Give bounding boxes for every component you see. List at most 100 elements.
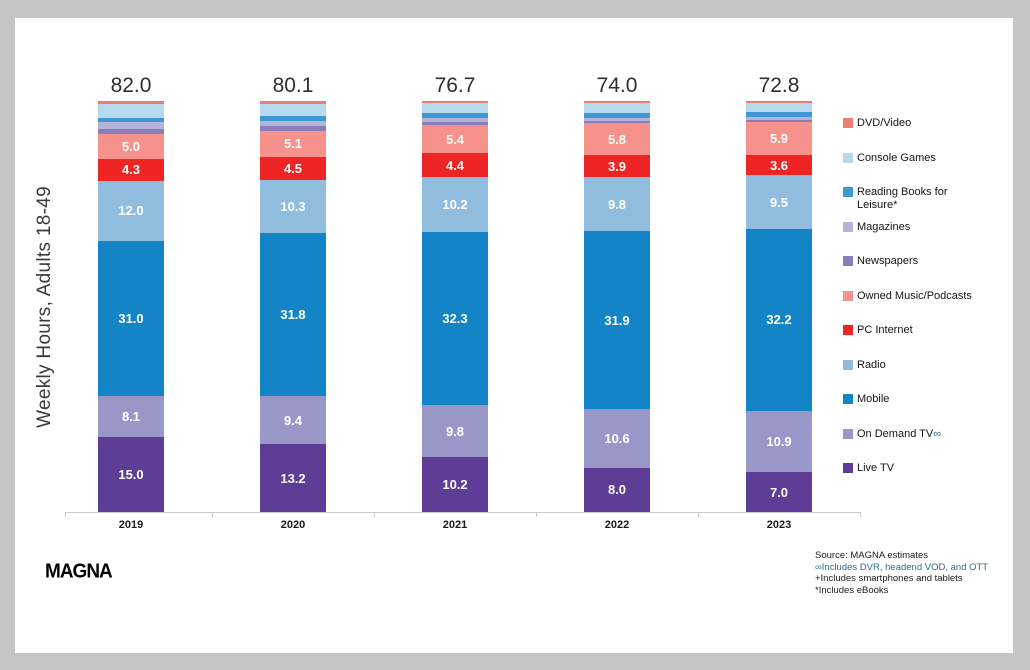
legend-item-dvd-video: DVD/Video [843, 117, 911, 130]
segment-mobile-2019: 31.0 [98, 240, 164, 397]
segment-radio-2023: 9.5 [746, 175, 812, 230]
segment-value-label: 9.5 [769, 194, 789, 210]
bar-2020: 5.1 4.5 10.3 31.8 9.4 13.2 [260, 101, 326, 512]
segment-value-label: 10.2 [442, 477, 468, 493]
legend-label: Live TV [857, 462, 895, 474]
segment-mobile-2020: 31.8 [260, 232, 326, 396]
segment-reading-books-for-leisure-2021 [422, 113, 488, 119]
legend-item-mobile: Mobile [843, 393, 889, 406]
legend-swatch-owned-music-podcasts [843, 290, 853, 301]
segment-value-label: 32.2 [766, 312, 792, 328]
segment-console-games-2020 [260, 103, 326, 117]
legend-label: PC Internet [857, 324, 913, 336]
segment-on-demand-tv-2022: 10.6 [584, 408, 650, 468]
segment-dvd-video-2021 [422, 101, 488, 104]
segment-dvd-video-2019 [98, 101, 164, 104]
legend-label: Reading Books for Leisure* [857, 186, 948, 212]
segment-newspapers-2021 [422, 121, 488, 125]
segment-on-demand-tv-2019: 8.1 [98, 396, 164, 437]
segment-magazines-2019 [98, 122, 164, 129]
segment-value-label: 5.8 [607, 131, 627, 147]
segment-value-label: 3.9 [607, 158, 627, 174]
legend-item-newspapers: Newspapers [843, 255, 918, 268]
segment-value-label: 4.5 [283, 160, 303, 176]
segment-pc-internet-2019: 4.3 [98, 159, 164, 181]
legend-label: DVD/Video [857, 117, 912, 129]
segment-value-label: 7.0 [769, 484, 789, 500]
axis-tick [860, 512, 861, 517]
legend-swatch-mobile [843, 394, 853, 404]
total-label-2023: 72.8 [758, 74, 800, 97]
segment-value-label: 31.9 [604, 312, 630, 328]
segment-radio-2022: 9.8 [584, 177, 650, 232]
segment-reading-books-for-leisure-2020 [260, 116, 326, 121]
legend-label: Magazines [857, 220, 911, 233]
segment-mobile-2022: 31.9 [584, 231, 650, 409]
segment-value-label: 10.3 [280, 198, 306, 214]
segment-value-label: 4.3 [121, 162, 141, 178]
segment-value-label: 9.8 [607, 196, 627, 212]
plot-area: 5.0 4.3 12.0 31.0 8.1 15.0 82.0 2019 5.1 4.5 10.3 3… [15, 18, 1013, 653]
segment-on-demand-tv-2023: 10.9 [746, 410, 812, 473]
segment-newspapers-2020 [260, 126, 326, 131]
segment-live-tv-2023: 7.0 [746, 472, 812, 512]
segment-value-label: 8.0 [607, 482, 627, 498]
segment-console-games-2019 [98, 104, 164, 118]
segment-value-label: 3.6 [769, 157, 789, 173]
segment-live-tv-2022: 8.0 [584, 467, 650, 512]
legend-swatch-on-demand-tv [843, 428, 853, 439]
legend-item-radio: Radio [843, 359, 886, 372]
footnote-line-1: Source: MAGNA estimates [815, 550, 928, 561]
segment-live-tv-2020: 13.2 [260, 444, 326, 512]
legend-swatch-console-games [843, 152, 853, 163]
segment-value-label: 15.0 [118, 466, 144, 482]
magna-logo: MAGNA [45, 560, 113, 583]
segment-pc-internet-2023: 3.6 [746, 155, 812, 176]
segment-owned-music-podcasts-2023: 5.9 [746, 121, 812, 156]
segment-on-demand-tv-2020: 9.4 [260, 395, 326, 445]
segment-value-label: 5.4 [445, 131, 465, 147]
x-axis-label-2019: 2019 [118, 519, 144, 531]
segment-magazines-2020 [260, 121, 326, 127]
x-axis-label-2022: 2022 [604, 519, 630, 531]
legend-label: Mobile [857, 393, 890, 405]
segment-console-games-2023 [746, 102, 812, 113]
segment-radio-2020: 10.3 [260, 179, 326, 233]
legend-item-reading-books-for-leisure: Reading Books for Leisure* [843, 186, 985, 212]
bar-2022: 5.8 3.9 9.8 31.9 10.6 8.0 [584, 101, 650, 512]
legend-swatch-reading-books-for-leisure [843, 187, 853, 197]
segment-value-label: 31.0 [118, 310, 144, 326]
legend-label: Owned Music/Podcasts [857, 289, 972, 302]
bar-2019: 5.0 4.3 12.0 31.0 8.1 15.0 [98, 101, 164, 512]
total-label-2022: 74.0 [596, 74, 638, 97]
segment-owned-music-podcasts-2021: 5.4 [422, 124, 488, 154]
segment-reading-books-for-leisure-2019 [98, 117, 164, 123]
segment-newspapers-2023 [746, 120, 812, 122]
segment-pc-internet-2020: 4.5 [260, 156, 326, 180]
segment-owned-music-podcasts-2020: 5.1 [260, 130, 326, 157]
segment-value-label: 10.6 [604, 430, 630, 446]
axis-tick [374, 512, 375, 517]
segment-mobile-2023: 32.2 [746, 229, 812, 411]
axis-tick [536, 512, 537, 517]
segment-magazines-2021 [422, 118, 488, 122]
segment-mobile-2021: 32.3 [422, 231, 488, 405]
legend-swatch-radio [843, 359, 853, 370]
segment-value-label: 9.8 [445, 423, 465, 439]
legend-label: Radio [857, 358, 886, 371]
segment-owned-music-podcasts-2022: 5.8 [584, 123, 650, 156]
segment-magazines-2022 [584, 117, 650, 121]
segment-value-label: 5.0 [121, 139, 141, 155]
legend-label: Newspapers [857, 255, 919, 267]
legend-label: Console Games [857, 151, 936, 164]
segment-reading-books-for-leisure-2022 [584, 112, 650, 118]
segment-value-label: 5.9 [769, 131, 789, 146]
legend-item-console-games: Console Games [843, 152, 936, 165]
legend-swatch-live-tv [843, 463, 853, 473]
axis-tick [212, 512, 213, 517]
segment-newspapers-2019 [98, 128, 164, 135]
segment-console-games-2021 [422, 103, 488, 114]
x-axis-line [65, 512, 860, 513]
slide: Weekly Hours, Adults 18-49 5.0 4.3 12.0 31.… [15, 18, 1013, 653]
